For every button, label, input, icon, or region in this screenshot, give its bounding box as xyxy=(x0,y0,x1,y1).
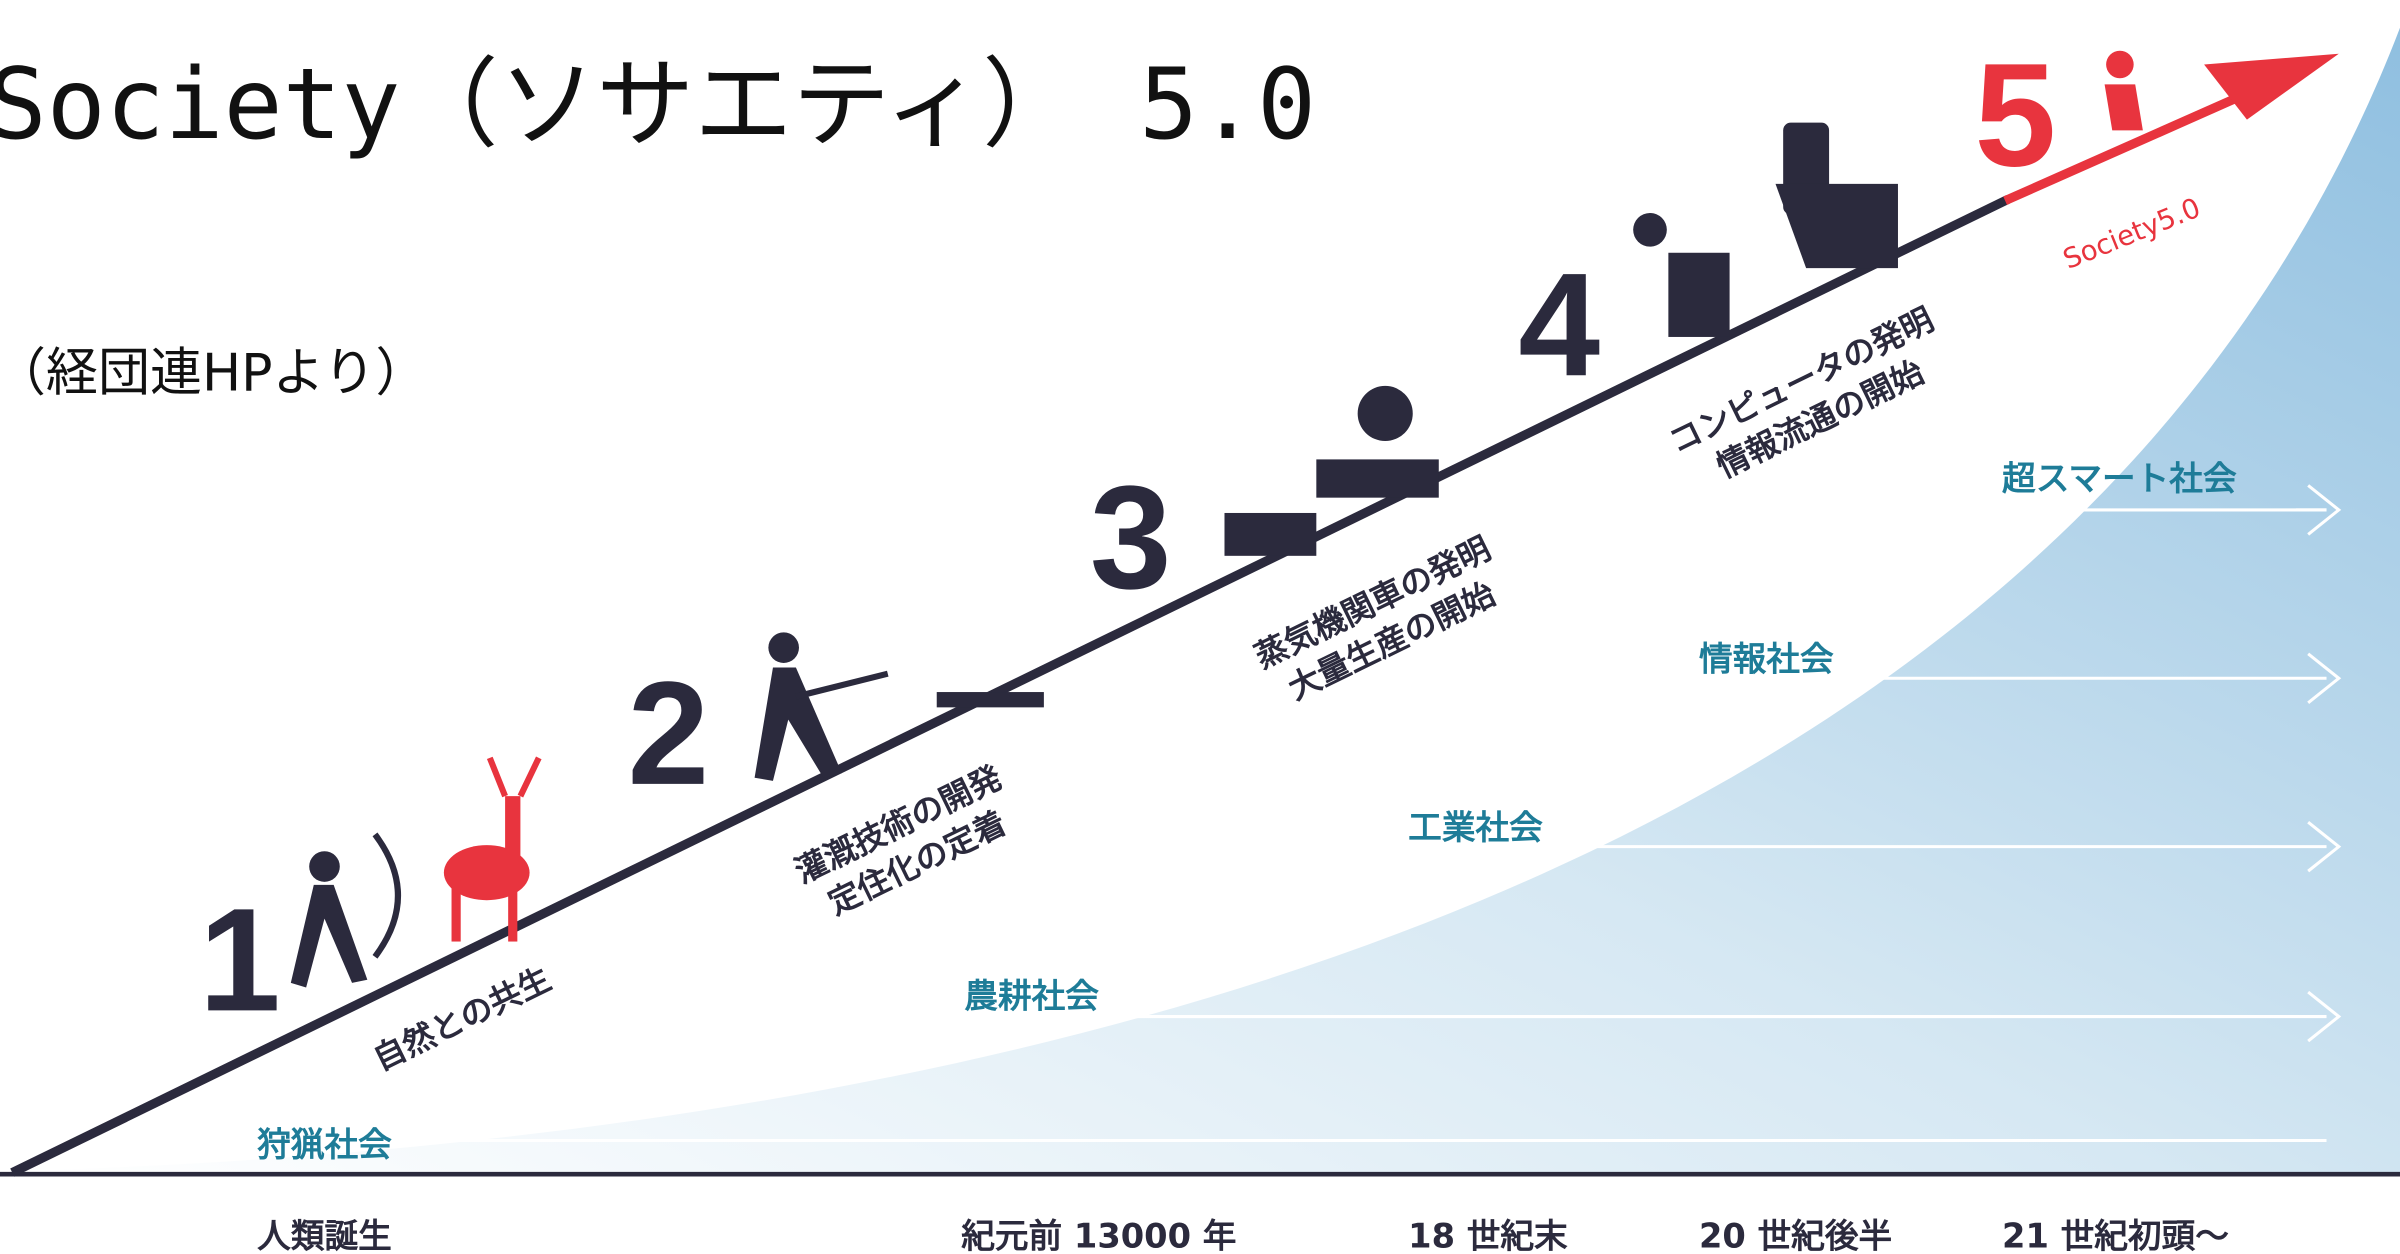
stage-number: 4 xyxy=(1518,243,1600,407)
timeline-label: 21 世紀初頭～ xyxy=(2002,1217,2229,1254)
source-note: （経団連HPより） xyxy=(0,344,428,404)
stage-number: 3 xyxy=(1090,456,1172,620)
future-arrowhead xyxy=(2204,54,2339,120)
growth-area xyxy=(15,28,2400,1174)
stage-caption: Society5.0 xyxy=(2059,192,2205,276)
society-label: 狩猟社会 xyxy=(257,1125,392,1164)
society-label: 農耕社会 xyxy=(964,976,1099,1015)
timeline-label: 20 世紀後半 xyxy=(1699,1217,1892,1254)
stage-caption: 自然との共生 xyxy=(367,960,557,1079)
timeline-label: 人類誕生 xyxy=(257,1217,392,1254)
society-label: 工業社会 xyxy=(1408,808,1543,847)
person-icon xyxy=(2105,51,2143,131)
timeline-label: 18 世紀末 xyxy=(1408,1217,1568,1254)
slide: Society（ソサエティ） 5.0 （経団連HPより） 1 2 3 4 5 自… xyxy=(0,0,2400,1254)
stage-number: 5 xyxy=(1974,34,2056,198)
stage-number: 1 xyxy=(199,878,281,1042)
timeline-label: 紀元前 13000 年 xyxy=(961,1217,1236,1254)
title: Society（ソサエティ） 5.0 xyxy=(0,48,1316,162)
society-label: 情報社会 xyxy=(1699,640,1834,679)
deer-icon xyxy=(444,758,539,942)
society-label: 超スマート社会 xyxy=(2002,459,2237,498)
stage-number: 2 xyxy=(628,652,710,816)
